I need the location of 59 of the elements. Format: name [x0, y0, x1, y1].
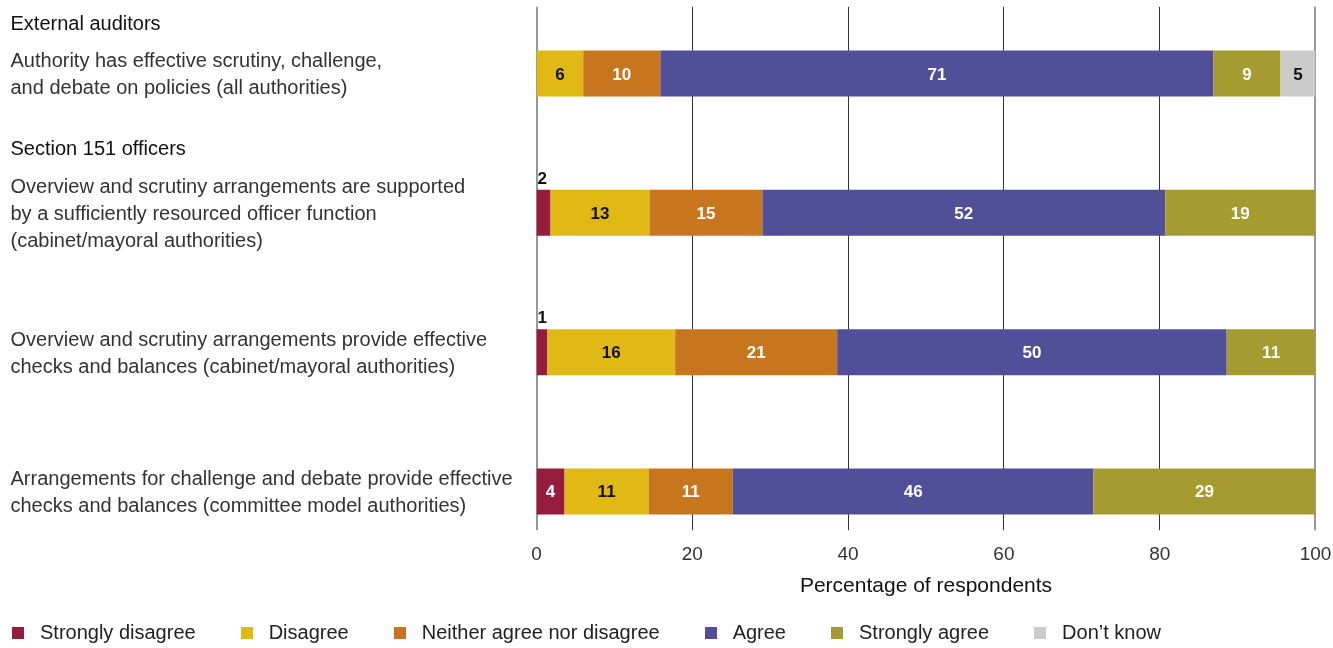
legend-label: Don’t know — [1062, 621, 1162, 644]
bar — [675, 329, 838, 376]
data-label: 13 — [590, 203, 610, 223]
data-label: 11 — [681, 482, 700, 502]
bar — [660, 50, 1214, 97]
bar — [564, 468, 649, 515]
data-label: 2 — [537, 168, 547, 188]
x-tick-label: 60 — [993, 542, 1015, 564]
y-tick-label: Arrangements for challenge and debate provide effective checks and balances (committee model authorities) — [10, 466, 513, 517]
data-label: 15 — [696, 203, 716, 223]
y-tick-label: Overview and scrutiny arrangements are supported by a sufficiently resourced officer function (cabinet/mayoral authorities) — [10, 174, 466, 252]
x-tick-label: 80 — [1149, 542, 1171, 564]
data-label: 52 — [954, 203, 974, 223]
bar — [1093, 468, 1316, 515]
data-label: 29 — [1195, 482, 1214, 502]
bar — [550, 189, 650, 236]
legend-label: Strongly agree — [859, 621, 990, 644]
bar — [762, 189, 1166, 236]
data-label: 6 — [555, 64, 565, 84]
bar — [536, 468, 565, 515]
data-label: 19 — [1230, 203, 1250, 223]
data-label: 11 — [1262, 343, 1281, 363]
data-label: 5 — [1293, 64, 1303, 84]
bar — [648, 468, 733, 515]
y-tick-label: Authority has effective scrutiny, challenge, and debate on policies (all authorities) — [10, 48, 383, 99]
x-tick-label: 0 — [531, 542, 542, 564]
bar — [1226, 329, 1316, 376]
y-tick-label: Overview and scrutiny arrangements provide effective checks and balances (cabinet/mayoral authorities) — [10, 327, 488, 377]
bar — [732, 468, 1094, 515]
bar — [536, 189, 551, 236]
x-tick-label: 100 — [1299, 542, 1332, 564]
data-label: 16 — [601, 343, 621, 363]
bar — [547, 329, 676, 376]
text: Section 151 officers — [10, 137, 186, 160]
data-label: 50 — [1022, 343, 1042, 363]
bar — [649, 189, 763, 236]
data-label: 71 — [927, 64, 947, 84]
x-tick-label: 40 — [837, 542, 859, 564]
legend-label: Strongly disagree — [40, 621, 196, 644]
x-tick-label: 20 — [681, 542, 703, 564]
bar — [1280, 50, 1316, 97]
bar — [837, 329, 1227, 376]
x-axis-title: Percentage of respondents — [799, 572, 1053, 596]
data-label: 46 — [903, 482, 923, 502]
bar — [536, 50, 584, 97]
data-label: 4 — [545, 482, 556, 502]
data-label: 10 — [612, 64, 632, 84]
data-label: 11 — [597, 482, 616, 502]
text: External auditors — [10, 11, 161, 34]
legend-label: Disagree — [268, 621, 349, 644]
bar — [1213, 50, 1281, 97]
data-label: 21 — [746, 343, 766, 363]
data-label: 9 — [1242, 64, 1252, 84]
legend-label: Neither agree nor disagree — [421, 621, 660, 644]
legend-label: Agree — [732, 621, 786, 644]
bar — [583, 50, 661, 97]
bar — [1165, 189, 1316, 236]
data-label: 1 — [537, 308, 547, 328]
bar — [536, 329, 548, 376]
